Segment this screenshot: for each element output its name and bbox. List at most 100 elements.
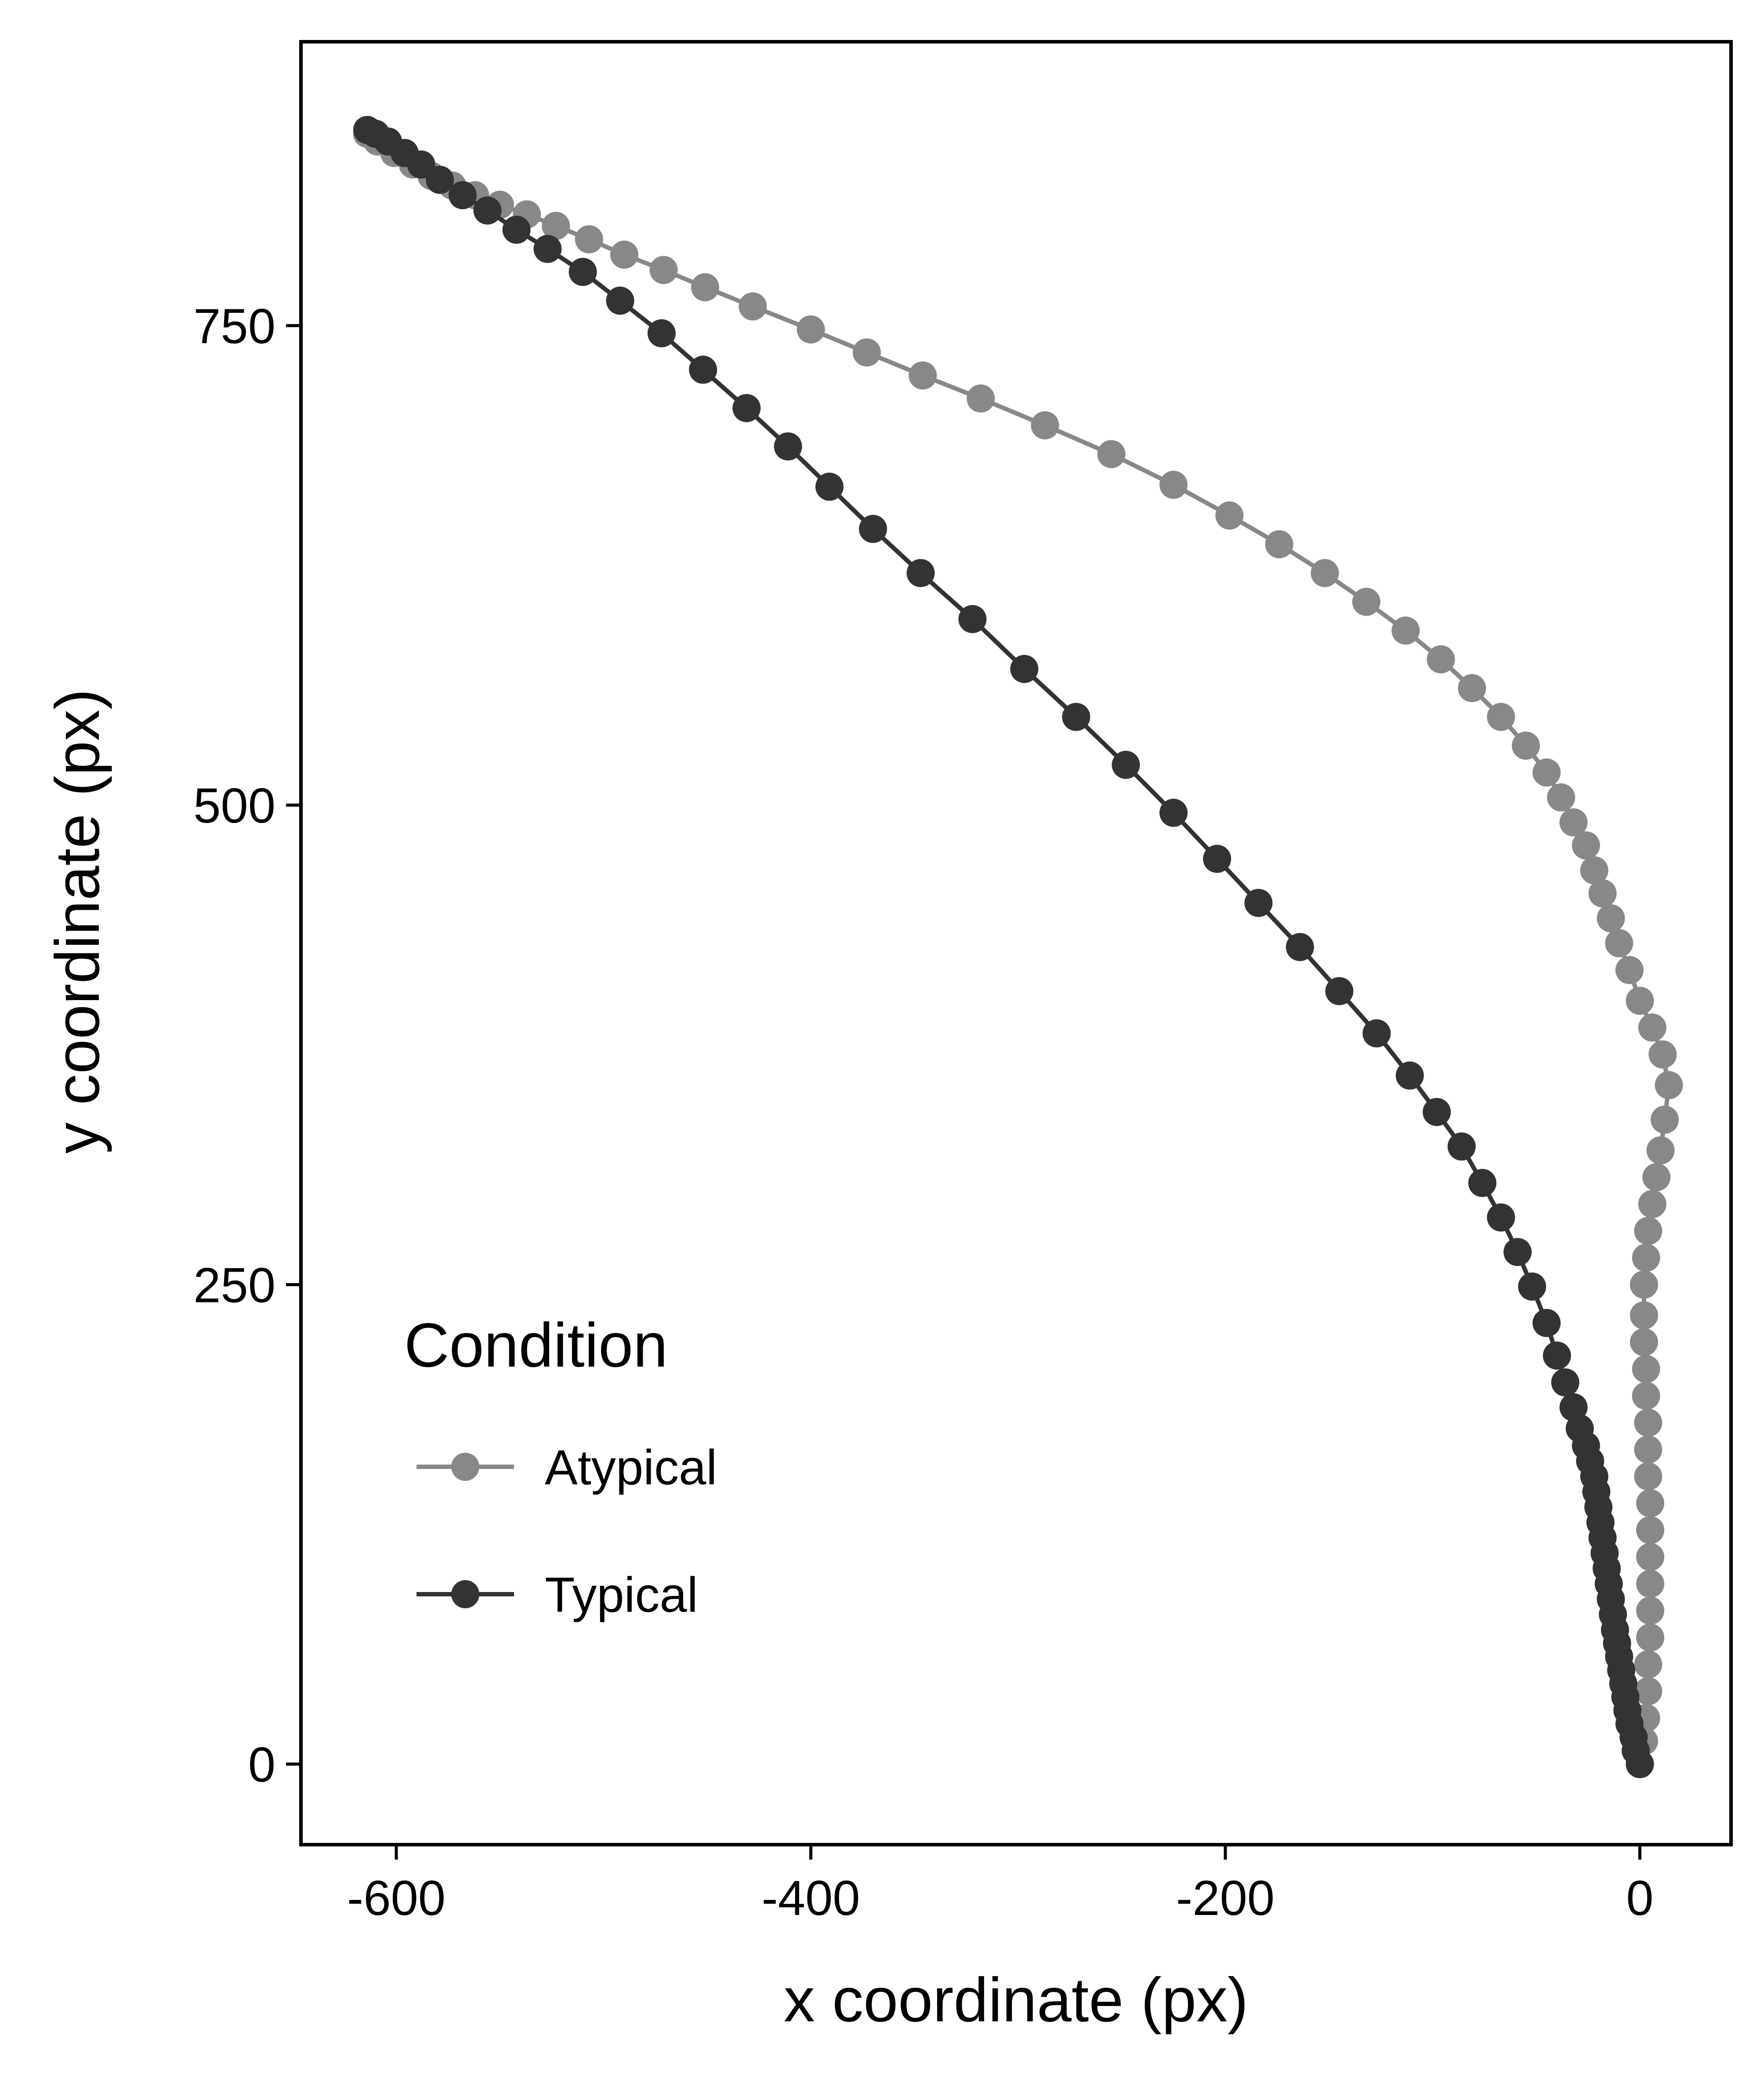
data-point-typical	[1203, 845, 1232, 873]
data-point-typical	[606, 286, 634, 315]
data-point-atypical	[797, 315, 825, 344]
data-point-typical	[1447, 1132, 1476, 1161]
data-point-typical	[569, 257, 597, 286]
x-tick-label: -400	[761, 1871, 860, 1926]
data-point-typical	[473, 196, 502, 225]
data-point-typical	[533, 235, 562, 263]
data-point-atypical	[1215, 501, 1244, 530]
x-tick-label: -600	[347, 1871, 446, 1926]
data-point-typical	[353, 116, 381, 144]
data-point-atypical	[1636, 1623, 1665, 1652]
data-point-atypical	[1636, 1596, 1665, 1625]
data-point-typical	[1468, 1169, 1496, 1197]
data-point-typical	[1112, 751, 1140, 779]
data-point-typical	[815, 472, 844, 501]
data-point-typical	[1518, 1272, 1547, 1301]
y-axis-title: y coordinate (px)	[43, 689, 112, 1154]
y-tick-label: 750	[193, 299, 275, 354]
data-point-atypical	[1642, 1163, 1671, 1192]
data-point-atypical	[1391, 617, 1420, 645]
data-point-atypical	[909, 361, 937, 390]
data-point-atypical	[610, 240, 638, 269]
panel-border	[299, 40, 1733, 1846]
data-point-typical	[647, 319, 676, 348]
data-point-typical	[1551, 1368, 1579, 1397]
axis-layer: 0 250 500 750 -600 -400 -200 0	[193, 299, 1653, 1926]
legend: Condition Atypical Typical	[404, 1310, 717, 1622]
data-point-atypical	[542, 212, 570, 240]
data-point-atypical	[1636, 1489, 1665, 1518]
data-point-atypical	[1634, 1677, 1663, 1705]
data-point-atypical	[1311, 559, 1339, 587]
y-tick-label: 500	[193, 778, 275, 833]
x-tick-label: 0	[1626, 1871, 1653, 1926]
data-point-atypical	[1532, 758, 1561, 787]
data-point-atypical	[1630, 1301, 1658, 1330]
legend-item-atypical: Atypical	[417, 1440, 717, 1495]
data-point-atypical	[1265, 530, 1293, 558]
data-point-atypical	[1588, 879, 1617, 908]
data-point-atypical	[1597, 904, 1625, 932]
legend-label: Atypical	[545, 1440, 717, 1495]
data-point-atypical	[1651, 1106, 1679, 1134]
data-point-atypical	[1630, 1328, 1658, 1356]
data-point-typical	[1532, 1309, 1561, 1337]
data-point-atypical	[1626, 986, 1654, 1015]
data-point-atypical	[1634, 1650, 1663, 1679]
data-point-atypical	[1634, 1435, 1663, 1464]
data-point-atypical	[852, 338, 881, 367]
data-point-typical	[774, 432, 802, 461]
series-atypical	[353, 120, 1683, 1778]
data-point-typical	[1487, 1203, 1515, 1232]
data-point-atypical	[1646, 1136, 1675, 1164]
data-point-atypical	[1352, 587, 1380, 616]
data-point-atypical	[1097, 440, 1126, 468]
data-point-atypical	[1630, 1270, 1658, 1299]
data-point-atypical	[1559, 808, 1588, 837]
data-point-atypical	[1632, 1382, 1660, 1410]
data-point-atypical	[1655, 1071, 1683, 1099]
legend-item-typical: Typical	[417, 1567, 698, 1622]
legend-label: Typical	[545, 1567, 698, 1622]
data-point-atypical	[1634, 1408, 1663, 1437]
series-typical	[353, 116, 1654, 1778]
data-point-typical	[426, 166, 454, 194]
data-point-typical	[448, 181, 477, 210]
x-tick-label: -200	[1176, 1871, 1275, 1926]
data-point-atypical	[1638, 1190, 1666, 1219]
data-point-atypical	[1511, 731, 1540, 760]
data-point-typical	[732, 394, 761, 422]
data-point-atypical	[1648, 1040, 1677, 1069]
data-point-typical	[1062, 703, 1090, 731]
x-axis-title: x coordinate (px)	[784, 1965, 1249, 2035]
y-tick-label: 250	[193, 1258, 275, 1313]
series-layer	[353, 116, 1683, 1778]
data-point-atypical	[575, 225, 603, 254]
data-point-typical	[1395, 1061, 1424, 1090]
data-point-atypical	[1572, 831, 1600, 859]
legend-entries: Atypical Typical	[417, 1440, 717, 1622]
data-point-typical	[502, 215, 531, 244]
data-point-atypical	[1159, 471, 1188, 499]
data-point-atypical	[1458, 674, 1486, 702]
data-point-atypical	[1580, 856, 1608, 885]
data-point-typical	[958, 605, 987, 633]
data-point-typical	[689, 355, 717, 384]
data-point-atypical	[691, 273, 719, 301]
data-point-atypical	[1636, 1543, 1665, 1571]
y-tick-label: 0	[248, 1737, 275, 1792]
legend-key-point	[451, 1453, 479, 1481]
data-point-atypical	[1636, 1516, 1665, 1545]
data-point-atypical	[1632, 1355, 1660, 1383]
legend-key-point	[451, 1580, 479, 1608]
data-point-atypical	[1634, 1217, 1663, 1245]
data-point-typical	[1244, 888, 1273, 917]
data-point-atypical	[1636, 1570, 1665, 1598]
data-point-typical	[906, 559, 935, 587]
data-point-typical	[1503, 1238, 1532, 1266]
data-point-atypical	[1638, 1013, 1666, 1042]
data-point-atypical	[1605, 929, 1634, 957]
